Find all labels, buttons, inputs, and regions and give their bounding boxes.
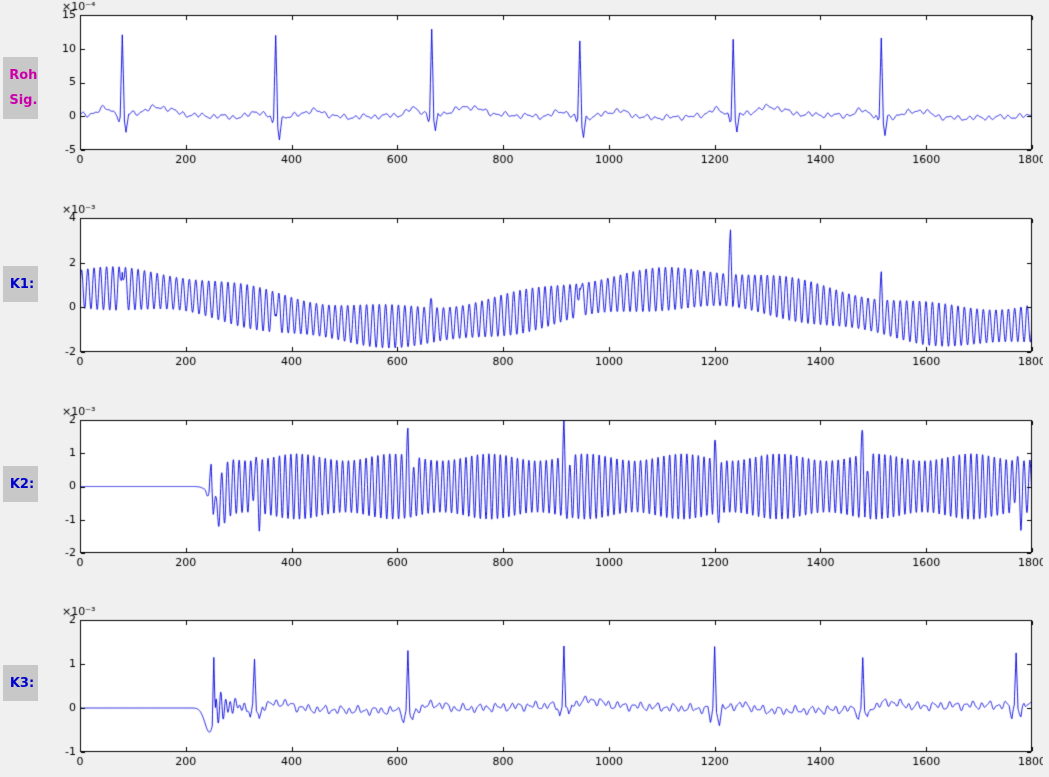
signal-label-k1-text: K1:: [9, 276, 35, 292]
chart-k2: [38, 405, 1043, 578]
signal-label-k3: K3:: [3, 665, 41, 701]
signal-label-roh-line2: Sig.:: [9, 93, 43, 109]
signal-label-k2-text: K2:: [9, 476, 35, 492]
signal-label-k1: K1:: [3, 266, 41, 302]
chart-k1: [38, 203, 1043, 377]
signal-label-roh-line1: Roh-: [9, 67, 43, 83]
chart-roh-signal: [38, 0, 1043, 175]
signal-label-k3-text: K3:: [9, 675, 35, 691]
signal-label-k2: K2:: [3, 466, 41, 502]
chart-k3: [38, 605, 1043, 777]
